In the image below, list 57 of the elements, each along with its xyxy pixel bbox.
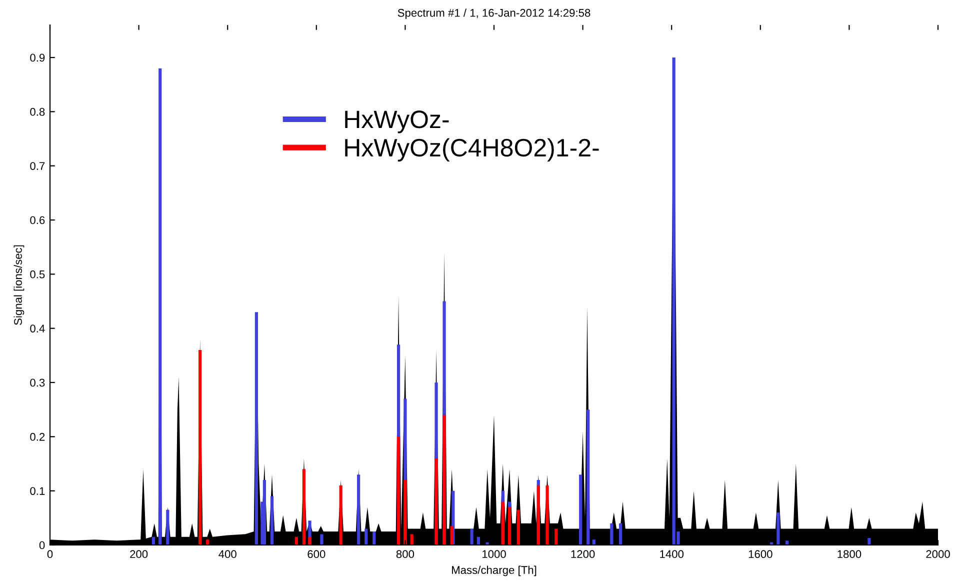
x-tick-label: 1400 [660, 550, 684, 558]
bar [501, 502, 504, 545]
bar [434, 458, 438, 545]
bar [442, 415, 446, 545]
bar [198, 350, 202, 545]
bar [516, 510, 520, 545]
x-axis-title: Mass/charge [Th] [452, 566, 536, 576]
x-tick-label: 1000 [482, 550, 506, 558]
y-tick-label: 0.2 [30, 432, 45, 441]
bar [364, 528, 368, 545]
bar [206, 540, 210, 545]
bar [396, 436, 400, 545]
bar [610, 523, 614, 545]
bar [618, 523, 622, 545]
x-tick-label: 2000 [926, 550, 950, 558]
y-tick-label: 0.3 [30, 378, 45, 387]
bar [404, 480, 407, 545]
x-tick-label: 1200 [571, 550, 595, 558]
bar [262, 480, 266, 545]
x-tick-label: 1800 [838, 550, 862, 558]
bar [470, 528, 474, 545]
bar [776, 512, 780, 545]
bar [450, 526, 454, 545]
legend-label: HxWyOz- [345, 110, 449, 134]
bar [254, 312, 258, 545]
legend-label: HxWyOz(C4H8O2)1-2- [345, 138, 599, 162]
y-tick-label: 0.6 [30, 216, 45, 224]
bar [357, 474, 360, 545]
y-tick-label: 0.1 [30, 487, 45, 495]
bar [579, 474, 582, 545]
bar [372, 531, 376, 545]
x-tick-label: 400 [218, 550, 236, 558]
x-tick-label: 200 [130, 550, 148, 558]
x-tick-label: 800 [396, 550, 414, 558]
x-tick-label: 0 [47, 550, 53, 558]
y-tick-label: 0.8 [30, 108, 45, 116]
y-tick-label: 0.4 [30, 324, 45, 332]
x-tick-label: 1600 [748, 550, 772, 558]
bar [158, 68, 162, 545]
bar [166, 510, 170, 545]
bar [320, 534, 324, 545]
bar [586, 410, 590, 545]
bar [339, 485, 342, 545]
x-tick-label: 600 [308, 550, 326, 558]
chart-title: Spectrum #1 / 1, 16-Jan-2012 14:29:58 [398, 8, 590, 19]
bar [592, 540, 596, 545]
y-axis-title: Signal [ions/sec] [14, 245, 24, 325]
bar [270, 496, 274, 545]
bar [302, 469, 306, 545]
bar [308, 536, 312, 545]
bar [546, 485, 549, 545]
y-tick-label: 0.5 [30, 270, 45, 278]
y-tick-label: 0 [39, 541, 45, 550]
y-tick-label: 0.9 [30, 54, 45, 62]
bar [554, 528, 558, 545]
y-tick-label: 0.7 [30, 162, 45, 170]
bar [410, 534, 414, 545]
